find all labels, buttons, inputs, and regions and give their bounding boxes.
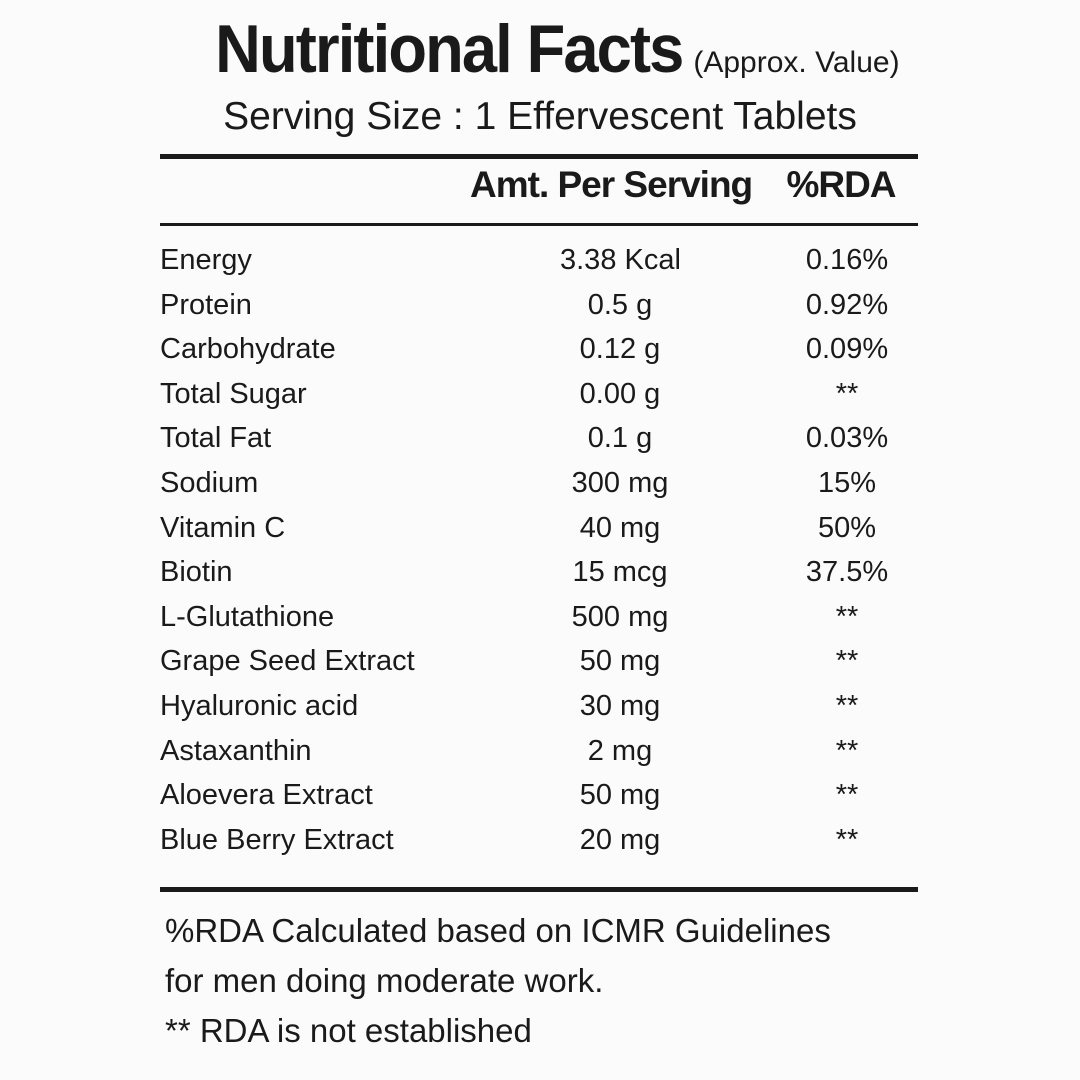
divider-bottom [160,887,918,892]
nutrient-rda: ** [835,377,859,410]
nutrient-rda: ** [835,734,859,767]
nutrient-name: Total Sugar [160,377,307,410]
nutrient-amount: 2 mg [587,734,653,767]
table-row: L-Glutathione 500 mg ** [160,595,918,640]
footnote-rda-basis: %RDA Calculated based on ICMR Guidelines [165,912,831,949]
table-row: Protein 0.5 g 0.92% [160,283,918,328]
nutrient-rda: ** [835,823,859,856]
nutrient-amount: 3.38 Kcal [560,244,681,276]
nutrient-name: Hyaluronic acid [160,689,359,722]
table-row: Biotin 15 mcg 37.5% [160,550,918,595]
nutrient-rda: 37.5% [805,556,889,589]
page-title: Nutritional Facts [215,11,685,87]
table-row: Hyaluronic acid 30 mg ** [160,684,918,729]
nutrient-name: Aloevera Extract [160,779,373,812]
nutrient-name: Energy [160,244,252,276]
nutrient-name: L-Glutathione [160,600,335,633]
table-row: Grape Seed Extract 50 mg ** [160,639,918,684]
table-row: Astaxanthin 2 mg ** [160,729,918,774]
table-row: Energy 3.38 Kcal 0.16% [160,238,918,283]
column-header-rda: %RDA [786,164,896,205]
table-row: Carbohydrate 0.12 g 0.09% [160,327,918,372]
table-row: Vitamin C 40 mg 50% [160,506,918,551]
nutrient-rda: 0.03% [805,422,889,455]
nutrient-amount: 50 mg [579,645,661,678]
nutrient-name: Protein [160,288,252,321]
nutrition-table: Energy 3.38 Kcal 0.16% Protein 0.5 g 0.9… [160,238,918,862]
footnote-rda-basis-cont: for men doing moderate work. [165,962,604,999]
nutrient-amount: 0.5 g [587,288,653,321]
serving-size: Serving Size : 1 Effervescent Tablets [223,95,857,138]
nutrient-name: Total Fat [160,422,272,455]
nutrient-amount: 15 mcg [572,556,668,589]
nutrient-name: Astaxanthin [160,734,312,767]
nutrient-amount: 50 mg [579,779,661,812]
page-subtitle: (Approx. Value) [693,46,900,79]
table-row: Aloevera Extract 50 mg ** [160,773,918,818]
nutrient-name: Sodium [160,466,259,499]
nutrient-rda: ** [835,600,859,633]
table-row: Blue Berry Extract 20 mg ** [160,818,918,863]
nutrient-rda: 15% [817,466,877,499]
nutrient-name: Blue Berry Extract [160,823,394,856]
nutrient-rda: 0.16% [805,244,889,276]
nutrient-rda: 0.09% [805,333,889,366]
divider-top [160,154,918,159]
nutrient-rda: ** [835,645,859,678]
nutrient-amount: 0.00 g [579,377,661,410]
nutrient-amount: 0.1 g [587,422,653,455]
footnote-not-established: ** RDA is not established [165,1012,532,1049]
nutrient-name: Biotin [160,556,233,589]
nutrient-rda: 50% [817,511,877,544]
nutrient-amount: 30 mg [579,689,661,722]
nutrient-name: Vitamin C [160,511,286,544]
nutrient-name: Carbohydrate [160,333,336,366]
nutrient-amount: 20 mg [579,823,661,856]
title-block: Nutritional Facts (Approx. Value) [0,10,1080,88]
nutrient-rda: ** [835,689,859,722]
nutrient-rda: ** [835,779,859,812]
table-row: Sodium 300 mg 15% [160,461,918,506]
nutrient-name: Grape Seed Extract [160,645,415,678]
column-header-amount: Amt. Per Serving [470,164,753,205]
divider-header [160,223,918,226]
nutrient-amount: 300 mg [571,466,669,499]
nutrient-amount: 40 mg [579,511,661,544]
nutrient-rda: 0.92% [805,288,889,321]
nutrient-amount: 0.12 g [579,333,661,366]
table-row: Total Fat 0.1 g 0.03% [160,416,918,461]
table-row: Total Sugar 0.00 g ** [160,372,918,417]
nutrient-amount: 500 mg [571,600,669,633]
